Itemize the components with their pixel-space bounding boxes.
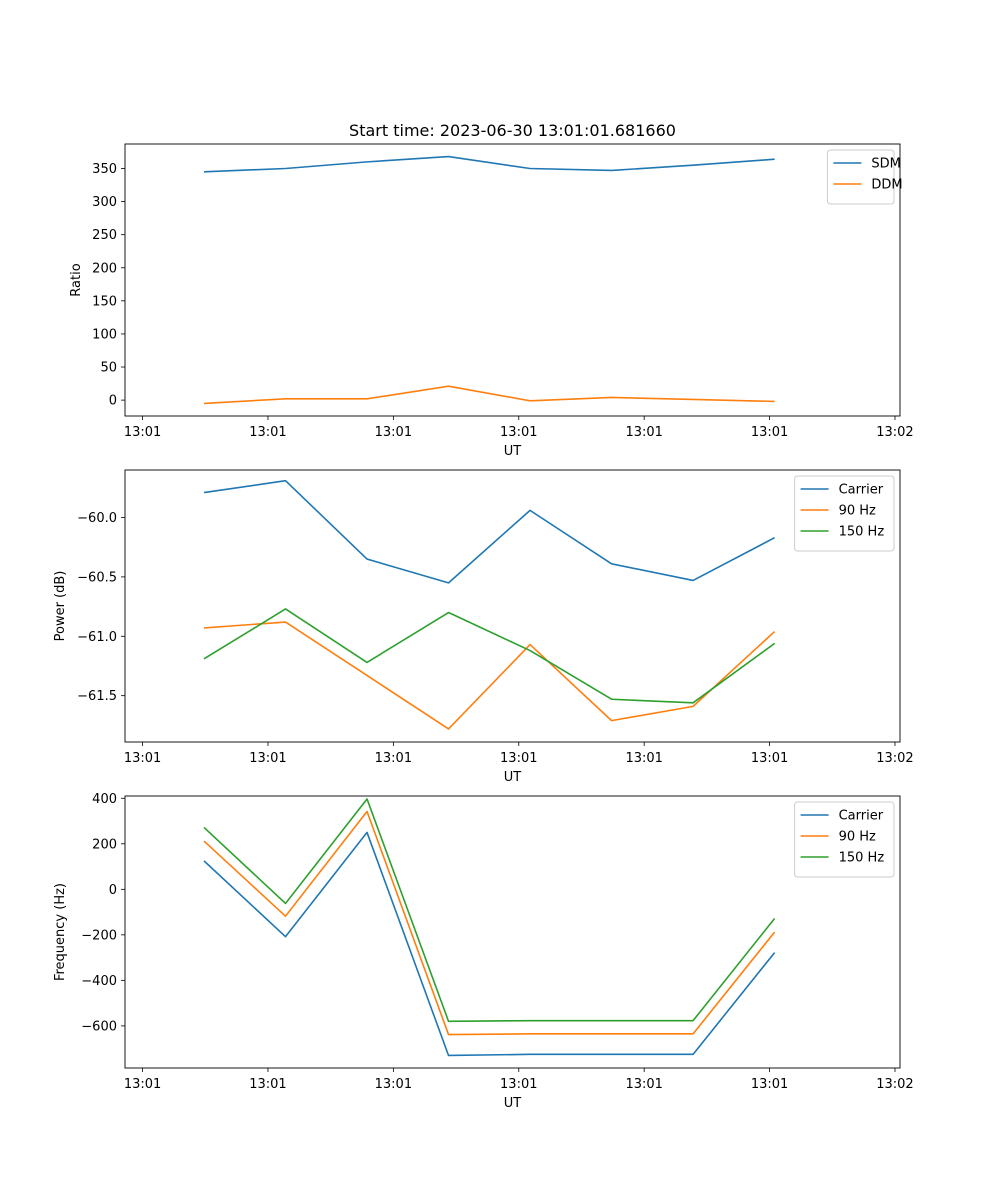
x-tick-label: 13:01	[375, 1077, 412, 1092]
power-panel: 13:01 13:01 13:01 13:01 13:01 13:01 13:02 −61.5…	[53, 469, 914, 785]
figure-title: Start time: 2023-06-30 13:01:01.681660	[349, 121, 676, 140]
frequency-legend: Carrier 90 Hz 150 Hz	[794, 801, 895, 878]
y-tick-label: 150	[92, 294, 117, 309]
x-tick-label: 13:02	[876, 425, 913, 440]
x-tick-label: 13:01	[751, 1077, 788, 1092]
y-tick-label: −400	[81, 974, 117, 989]
ratio-plot-frame	[124, 143, 901, 417]
frequency-plot-frame	[124, 795, 901, 1069]
power-plot-frame	[124, 469, 901, 743]
legend-label: Carrier	[839, 809, 884, 824]
x-tick-label: 13:01	[375, 425, 412, 440]
x-tick-label: 13:01	[625, 425, 662, 440]
x-tick-label: 13:01	[500, 751, 537, 766]
y-tick-label: 200	[92, 261, 117, 276]
x-tick-label: 13:01	[124, 751, 161, 766]
x-tick-label: 13:01	[375, 751, 412, 766]
x-tick-label: 13:01	[751, 751, 788, 766]
x-tick-label: 13:01	[625, 1077, 662, 1092]
x-tick-label: 13:01	[124, 1077, 161, 1092]
ratio-panel: 13:01 13:01 13:01 13:01 13:01 13:01 13:02 0 50 10…	[69, 143, 914, 459]
y-axis-label: Ratio	[69, 263, 84, 296]
frequency-series-line-carrier	[203, 831, 776, 1057]
x-axis-label: UT	[504, 444, 522, 459]
legend-label: DDM	[871, 178, 902, 193]
x-tick-label: 13:01	[500, 1077, 537, 1092]
y-tick-label: 50	[100, 361, 117, 376]
y-tick-label: −60.5	[77, 570, 117, 585]
y-axis-label: Frequency (Hz)	[53, 883, 68, 981]
x-tick-label: 13:01	[625, 751, 662, 766]
x-tick-label: 13:02	[876, 1077, 913, 1092]
y-tick-label: 0	[109, 394, 117, 409]
x-axis-label: UT	[504, 770, 522, 785]
y-tick-label: 300	[92, 195, 117, 210]
y-tick-label: 200	[92, 837, 117, 852]
x-tick-label: 13:01	[249, 751, 286, 766]
y-tick-label: 400	[92, 792, 117, 807]
x-tick-label: 13:01	[500, 425, 537, 440]
x-tick-label: 13:02	[876, 751, 913, 766]
frequency-series-line-150-hz	[203, 798, 776, 1023]
x-tick-label: 13:01	[249, 1077, 286, 1092]
power-legend: Carrier 90 Hz 150 Hz	[794, 475, 895, 552]
legend-label: 150 Hz	[839, 525, 885, 540]
y-tick-label: −61.0	[77, 630, 117, 645]
legend-label: 90 Hz	[839, 830, 876, 845]
legend-label: SDM	[871, 157, 900, 172]
legend-box	[794, 475, 895, 552]
y-axis-label: Power (dB)	[53, 571, 68, 642]
legend-box	[794, 801, 895, 878]
y-tick-label: 250	[92, 228, 117, 243]
y-tick-label: −61.5	[77, 689, 117, 704]
ratio-series-line-sdm	[203, 155, 775, 173]
legend-label: 150 Hz	[839, 851, 885, 866]
y-tick-label: −200	[81, 928, 117, 943]
power-series-line-150-hz	[203, 608, 776, 704]
legend-label: 90 Hz	[839, 504, 876, 519]
legend-label: Carrier	[839, 483, 884, 498]
power-series-line-carrier	[203, 479, 775, 584]
x-tick-label: 13:01	[751, 425, 788, 440]
ratio-legend: SDM DDM	[826, 149, 903, 205]
frequency-panel: 13:01 13:01 13:01 13:01 13:01 13:01 13:02 −600 −…	[53, 792, 914, 1111]
y-tick-label: 350	[92, 162, 117, 177]
x-tick-label: 13:01	[124, 425, 161, 440]
x-tick-label: 13:01	[249, 425, 286, 440]
y-tick-label: 100	[92, 327, 117, 342]
ratio-series-line-ddm	[203, 385, 775, 405]
y-tick-label: 0	[109, 883, 117, 898]
y-tick-label: −60.0	[77, 511, 117, 526]
frequency-series-line-90-hz	[203, 810, 776, 1036]
y-tick-label: −600	[81, 1019, 117, 1034]
power-series-line-90-hz	[203, 621, 776, 730]
x-axis-label: UT	[504, 1096, 522, 1111]
